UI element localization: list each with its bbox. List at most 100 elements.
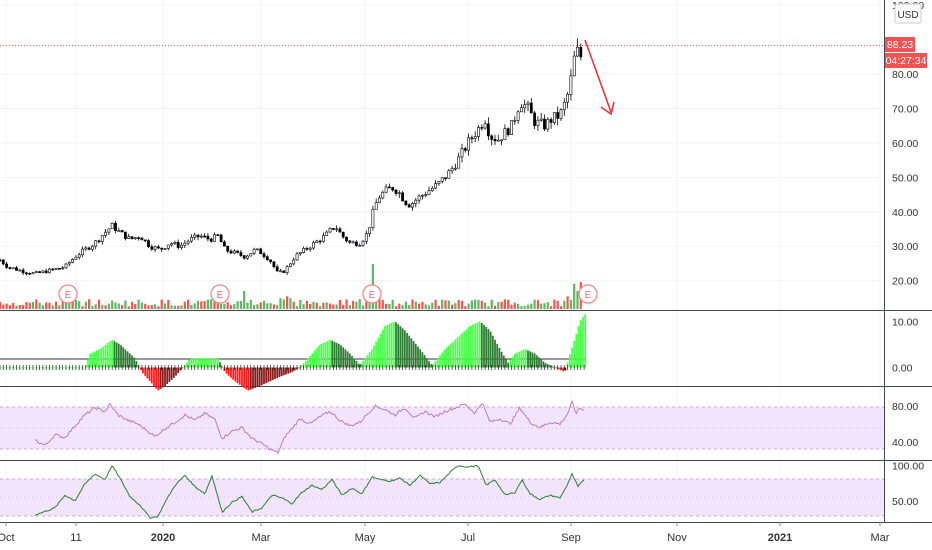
y-axis-labels[interactable]: 20.00 30.00 40.00 50.00 60.00 70.00 80.00 100.0… <box>892 0 924 508</box>
y-tick-price: 30.00 <box>892 241 918 253</box>
volume-bar <box>474 299 477 309</box>
volume-bar <box>302 304 305 309</box>
candle-body <box>414 199 418 204</box>
candle-body <box>450 167 454 172</box>
volume-bar <box>216 300 219 309</box>
earnings-marker[interactable] <box>362 284 382 304</box>
earnings-marker[interactable] <box>578 284 598 304</box>
oscillator-bar <box>368 352 371 368</box>
candle-body <box>157 246 160 249</box>
candle-body <box>1 259 5 265</box>
oscillator-bar <box>148 367 151 381</box>
oscillator-bar <box>425 358 428 368</box>
candle-body <box>137 237 141 239</box>
oscillator-bar <box>43 367 45 369</box>
oscillator-bar <box>432 363 435 368</box>
oscillator-bar <box>29 367 32 369</box>
oscillator-bar <box>357 363 360 368</box>
volume-bar <box>517 303 520 309</box>
volume-bar <box>134 304 137 309</box>
oscillator-bar <box>408 335 411 368</box>
volume-bar <box>15 305 18 309</box>
oscillator-bar <box>480 322 483 368</box>
oscillator-bar <box>98 349 100 368</box>
oscillator-bar <box>166 367 169 384</box>
oscillator-bar <box>73 367 76 369</box>
oscillator-bar <box>172 367 175 378</box>
candle-body <box>269 259 273 263</box>
x-tick-label: 2021 <box>768 532 792 544</box>
candle-body <box>562 101 566 111</box>
oscillator-bar <box>155 367 158 389</box>
volume-bar <box>543 303 546 309</box>
oscillator-bar <box>164 367 166 386</box>
candle-body <box>381 191 385 199</box>
volume-bar <box>51 305 54 309</box>
volume-bar <box>223 303 226 309</box>
candle-body <box>523 104 527 109</box>
stochastic-line <box>34 464 585 519</box>
x-tick-label: Sep <box>561 532 581 544</box>
oscillator-bar <box>14 367 17 369</box>
volume-bar <box>213 299 216 309</box>
y-tick-stochastic: 50.00 <box>892 496 918 508</box>
volume-bar <box>513 302 516 309</box>
volume-bar <box>289 298 292 309</box>
earnings-marker[interactable] <box>58 284 78 304</box>
candle-body <box>77 254 81 258</box>
candle-body <box>97 240 101 243</box>
oscillator-bar <box>562 367 565 372</box>
oscillator-bar <box>219 362 221 368</box>
oscillator-bar <box>370 349 373 368</box>
volume-bar <box>325 302 328 309</box>
oscillator-bar <box>326 340 329 368</box>
volume-bar <box>312 301 315 309</box>
oscillator-bar <box>353 358 356 368</box>
oscillator-bar <box>95 350 98 368</box>
oscillator-bar <box>76 367 78 369</box>
candle-body <box>457 156 461 169</box>
volume-bar <box>487 306 490 309</box>
candle-body <box>110 222 114 230</box>
volume-bar <box>0 301 2 309</box>
oscillator-bar <box>542 361 545 368</box>
oscillator-bar <box>62 367 65 369</box>
oscillator-bar <box>463 331 466 368</box>
candle-body <box>526 102 530 106</box>
candle-body <box>232 250 236 254</box>
candle-body <box>427 190 431 195</box>
rsi-line <box>34 399 585 455</box>
oscillator-bar <box>252 367 254 389</box>
volume-bar <box>97 299 101 309</box>
volume-bar <box>150 305 153 309</box>
currency-label[interactable]: USD <box>894 3 922 24</box>
candle-body <box>536 119 540 126</box>
oscillator-bar <box>412 341 415 368</box>
oscillator-bar <box>373 345 375 368</box>
oscillator-bar <box>340 345 342 368</box>
oscillator-bar <box>124 349 127 368</box>
oscillator-bar <box>10 367 12 369</box>
volume-bar <box>365 301 368 309</box>
drawn-trend-arrow[interactable] <box>584 39 615 116</box>
volume-bar <box>25 302 28 309</box>
volume-bar <box>193 303 196 309</box>
oscillator-bar <box>472 324 474 368</box>
oscillator-bar <box>293 367 296 371</box>
candle-body <box>368 227 372 234</box>
countdown-text: 04:27:34 <box>886 55 927 67</box>
x-axis-labels[interactable]: Oct 11 2020 Mar May Jul Sep Nov 2021 Mar <box>0 522 890 544</box>
candle-body <box>239 252 243 256</box>
earnings-marker[interactable] <box>210 284 230 304</box>
candle-body <box>437 181 441 184</box>
oscillator-bar <box>199 358 202 368</box>
volume-bar <box>454 303 457 309</box>
volume-bar <box>533 299 536 309</box>
oscillator-bar <box>91 352 94 368</box>
volume-bar <box>5 303 8 309</box>
oscillator-bar <box>214 358 217 368</box>
volume-bar <box>520 306 523 309</box>
volume-bar <box>157 306 160 309</box>
volume-bar <box>292 301 295 309</box>
